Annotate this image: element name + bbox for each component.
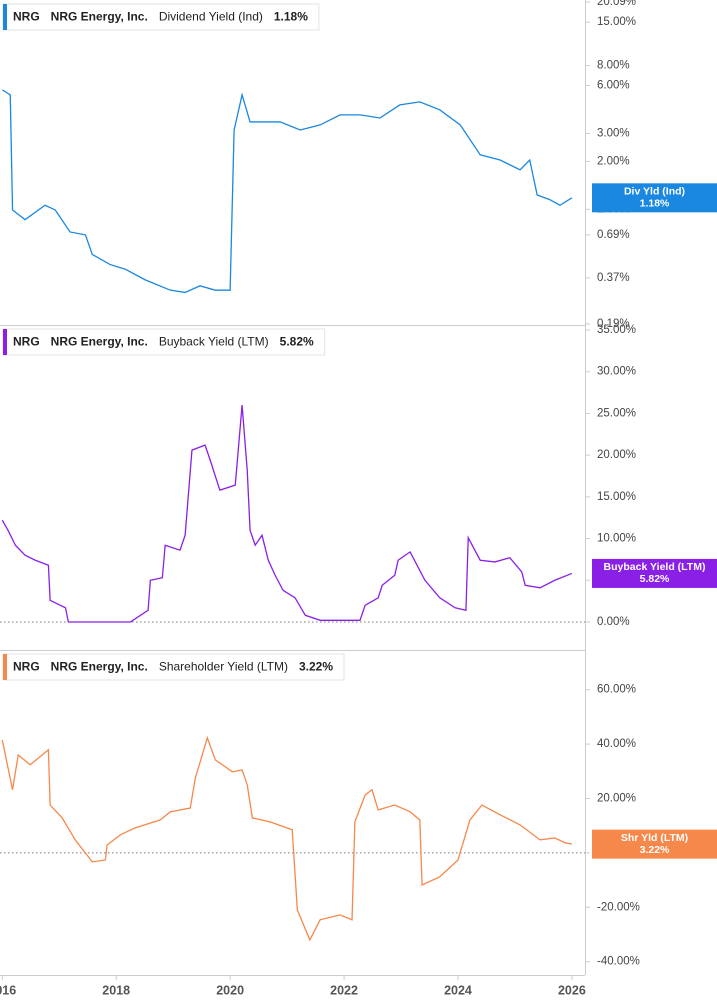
legend: NRG NRG Energy, Inc. Dividend Yield (Ind) 1… (2, 3, 320, 31)
legend-swatch (3, 654, 7, 680)
y-tick-label: 35.00% (597, 324, 636, 336)
current-tag-label: Div Yld (Ind) (624, 186, 685, 198)
legend-company: NRG Energy, Inc. (51, 660, 148, 674)
legend-series-name: Dividend Yield (Ind) (159, 10, 263, 24)
y-tick-label: 20.09% (597, 0, 636, 8)
legend-series-name: Shareholder Yield (LTM) (159, 660, 288, 674)
legend-swatch (3, 329, 7, 355)
y-tick-label: 15.00% (597, 16, 636, 28)
x-tick-label: 2024 (444, 983, 472, 997)
current-value-tag (592, 183, 717, 213)
y-tick-label: 0.69% (597, 229, 630, 241)
y-tick-label: -20.00% (597, 901, 640, 913)
series-line (1, 735, 573, 942)
current-tag-label: Buyback Yield (LTM) (604, 561, 706, 573)
legend-box (2, 328, 326, 356)
y-tick-label: 25.00% (597, 407, 636, 419)
legend-box (2, 653, 345, 681)
y-tick-label: 20.00% (597, 449, 636, 461)
current-value-tag (592, 829, 717, 859)
y-tick-label: 0.37% (597, 272, 630, 284)
y-tick-label: 20.00% (597, 793, 636, 805)
y-tick-label: 6.00% (597, 80, 630, 92)
legend-company: NRG Energy, Inc. (51, 335, 148, 349)
legend-value: 3.22% (299, 660, 333, 674)
legend-ticker: NRG (13, 10, 40, 24)
y-tick-label: 0.00% (597, 616, 630, 628)
y-tick-label: 15.00% (597, 491, 636, 503)
y-tick-label: -40.00% (597, 956, 640, 968)
y-tick-label: 8.00% (597, 60, 630, 72)
legend-ticker: NRG (13, 335, 40, 349)
legend-value: 1.18% (274, 10, 308, 24)
y-tick-label: 3.00% (597, 127, 630, 139)
current-value-tag (592, 558, 717, 588)
series-line (1, 405, 573, 623)
x-tick-label: 2018 (102, 983, 130, 997)
y-tick-label: 0.19% (597, 318, 630, 330)
y-tick-label: 2.00% (597, 155, 630, 167)
legend: NRG NRG Energy, Inc. Buyback Yield (LTM) 5.… (2, 328, 326, 356)
current-tag-value: 5.82% (640, 573, 670, 585)
x-tick-label: 2022 (330, 983, 358, 997)
legend-swatch (3, 4, 7, 30)
x-tick-label: 2026 (558, 983, 586, 997)
current-tag-value: 1.18% (640, 198, 670, 210)
y-tick-label: 30.00% (597, 366, 636, 378)
legend-series-name: Buyback Yield (LTM) (159, 335, 269, 349)
y-tick-label: 60.00% (597, 684, 636, 696)
legend: NRG NRG Energy, Inc. Shareholder Yield (LT… (2, 653, 345, 681)
y-tick-label: 40.00% (597, 738, 636, 750)
legend-ticker: NRG (13, 660, 40, 674)
x-tick-label: 2016 (0, 983, 16, 997)
series-line (1, 89, 573, 294)
y-tick-label: 10.00% (597, 533, 636, 545)
current-tag-value: 3.22% (640, 844, 670, 856)
x-tick-label: 2020 (216, 983, 244, 997)
current-tag-label: Shr Yld (LTM) (621, 832, 688, 844)
legend-value: 5.82% (280, 335, 314, 349)
legend-company: NRG Energy, Inc. (51, 10, 148, 24)
